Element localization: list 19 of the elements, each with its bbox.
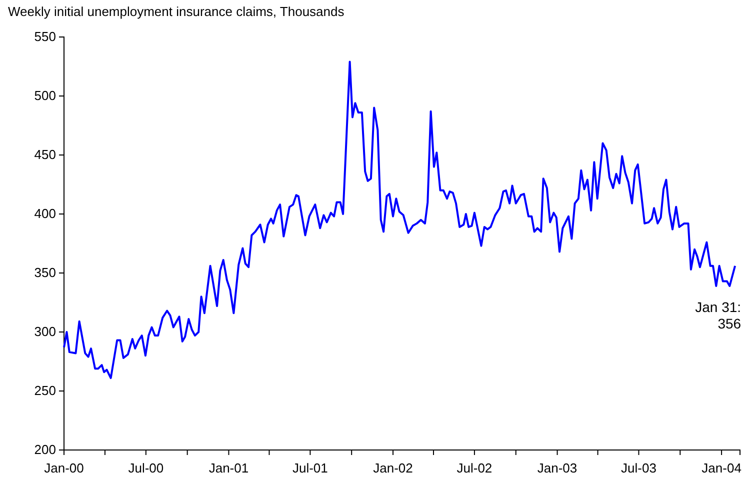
- chart-title: Weekly initial unemployment insurance claims, Thousands: [8, 4, 345, 19]
- y-tick-label: 350: [34, 265, 56, 280]
- y-tick-label: 200: [34, 442, 56, 458]
- y-tick-label: 250: [34, 383, 56, 398]
- x-tick-label: Jul-02: [456, 460, 492, 476]
- x-tick-label: Jul-00: [128, 460, 164, 476]
- x-tick-label: Jan-03: [537, 460, 578, 476]
- y-tick-label: 300: [34, 324, 56, 340]
- x-tick-label: Jul-01: [292, 460, 328, 476]
- x-tick-label: Jan-01: [208, 460, 249, 476]
- y-tick-label: 400: [34, 206, 56, 222]
- x-tick-label: Jul-03: [621, 460, 656, 476]
- x-tick-label: Jan-00: [44, 460, 84, 476]
- y-tick-label: 450: [34, 147, 56, 162]
- annotation: Jan 31: 356: [695, 298, 742, 332]
- x-tick-label: Jan-02: [373, 460, 413, 476]
- y-tick-label: 550: [34, 29, 56, 44]
- y-tick-label: 500: [34, 88, 56, 104]
- x-tick-label: Jan-04: [702, 460, 742, 476]
